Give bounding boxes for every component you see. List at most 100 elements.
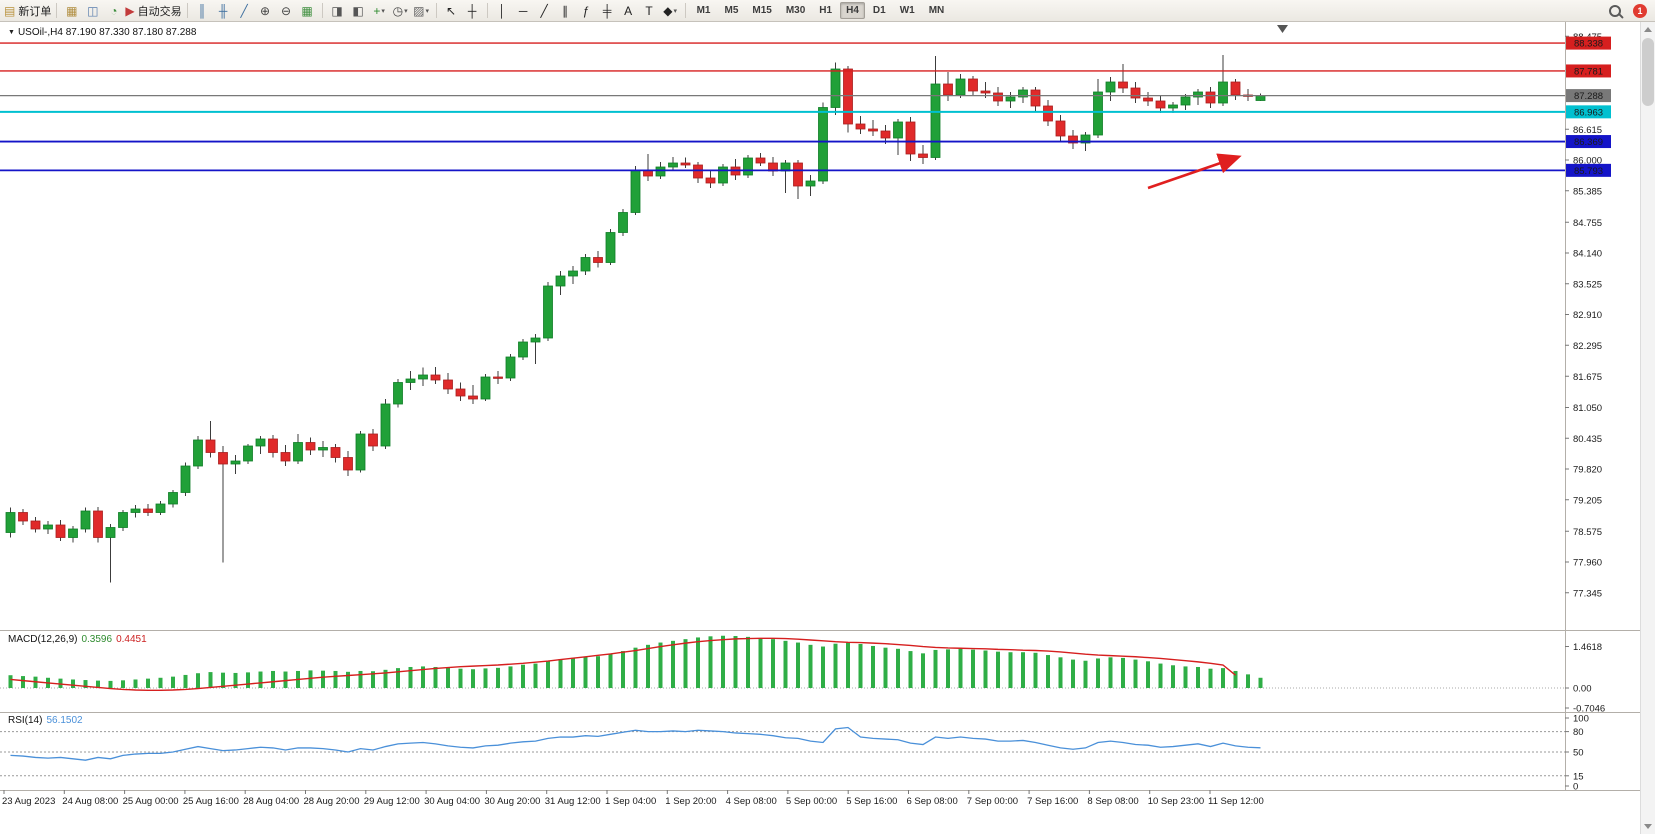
timeframe-m30-button[interactable]: M30 (785, 5, 806, 16)
chart-shift-button[interactable]: ◧ (349, 1, 368, 20)
svg-text:100: 100 (1573, 714, 1589, 725)
timeframe-d1-button[interactable]: D1 (872, 5, 886, 16)
cursor-button[interactable]: ↖ (442, 1, 461, 20)
svg-text:29 Aug 12:00: 29 Aug 12:00 (364, 796, 420, 807)
chart-shift-icon: ◧ (352, 3, 364, 18)
toolbar-separator (486, 3, 488, 18)
svg-text:84.755: 84.755 (1573, 218, 1602, 229)
dropdown-caret-icon: ▾ (381, 7, 385, 15)
vertical-scrollbar[interactable] (1640, 22, 1655, 834)
macd-header: MACD(12,26,9) 0.3596 0.4451 (8, 634, 151, 645)
trendline-icon: ╱ (540, 3, 548, 18)
scrollbar-down-button[interactable] (1641, 819, 1655, 834)
horizontal-line-button[interactable]: ─ (514, 1, 533, 20)
svg-text:80: 80 (1573, 727, 1584, 738)
crosshair-button[interactable]: ┼ (463, 1, 482, 20)
cycle-lines-button[interactable]: ╪ (598, 1, 617, 20)
macd-main-value: 0.3596 (81, 634, 113, 645)
arrows-icon: ◆ (663, 3, 673, 18)
scrollbar-thumb[interactable] (1642, 38, 1654, 106)
equidistant-channel-button[interactable]: ∥ (556, 1, 575, 20)
timeframe-m15-button[interactable]: M15 (752, 5, 772, 16)
autotrading-icon: ▶ (125, 3, 135, 18)
new-chart-button[interactable]: + ▾ (370, 1, 389, 20)
toolbar: ▤ 新订单 ▦ ◫ ◔ ▶ 自动交易 ║ ╫ ╱ ⊕ ⊖ ▦ ◨ ◧ + ▾ ◷ ▾ ▨ ▾ ↖ ┼ │ ─ ╱ ∥ ƒ ╪ A T ◆ ▾ M1… (0, 0, 1655, 22)
bar-chart-button[interactable]: ║ (193, 1, 212, 20)
data-window-icon: ◔ (110, 3, 118, 18)
svg-text:4 Sep 08:00: 4 Sep 08:00 (726, 796, 777, 807)
timeframe-w1-button[interactable]: W1 (899, 5, 915, 16)
fibonacci-button[interactable]: ƒ (577, 1, 596, 20)
svg-text:86.000: 86.000 (1573, 156, 1602, 167)
price-badge (1566, 135, 1611, 149)
symbol-header: ▼ USOil-,H4 87.190 87.330 87.180 87.288 (8, 27, 200, 38)
svg-text:79.205: 79.205 (1573, 495, 1602, 506)
line-chart-button[interactable]: ╱ (235, 1, 254, 20)
svg-text:25 Aug 00:00: 25 Aug 00:00 (123, 796, 179, 807)
text-button[interactable]: A (619, 1, 638, 20)
trend-arrow-annotation[interactable] (1147, 153, 1242, 190)
search-icon (1608, 4, 1621, 17)
price-badge (1566, 89, 1611, 103)
cursor-icon: ↖ (446, 3, 457, 18)
tile-windows-button[interactable]: ▦ (298, 1, 317, 20)
scroll-up-icon (1644, 27, 1652, 32)
autotrading-button[interactable]: ▶ 自动交易 (125, 1, 181, 20)
svg-text:0: 0 (1573, 782, 1578, 793)
vertical-line-button[interactable]: │ (493, 1, 512, 20)
svg-text:8 Sep 08:00: 8 Sep 08:00 (1087, 796, 1138, 807)
zoom-out-icon: ⊖ (281, 3, 292, 18)
svg-text:84.140: 84.140 (1573, 249, 1602, 260)
clock-icon: ◷ (392, 3, 404, 18)
chart-window-icon: ▦ (66, 3, 78, 18)
svg-text:5 Sep 00:00: 5 Sep 00:00 (786, 796, 837, 807)
new-order-button[interactable]: ▤ 新订单 (4, 1, 51, 20)
macd-signal-value: 0.4451 (116, 634, 147, 645)
autotrading-button-label: 自动交易 (137, 5, 182, 18)
notification-badge[interactable]: 1 (1633, 3, 1647, 18)
templates-button[interactable]: ▨ ▾ (412, 1, 431, 20)
channel-icon: ∥ (562, 3, 569, 18)
new-order-button-label: 新订单 (18, 5, 52, 18)
text-label-button[interactable]: T (640, 1, 659, 20)
price-badge (1566, 36, 1611, 50)
auto-scroll-button[interactable]: ◨ (328, 1, 347, 20)
candlestick-chart-button[interactable]: ╫ (214, 1, 233, 20)
charts-window-button[interactable]: ▦ (62, 1, 81, 20)
svg-text:86.615: 86.615 (1573, 125, 1602, 136)
svg-text:86.963: 86.963 (1574, 107, 1603, 118)
toolbar-separator (56, 3, 58, 18)
chart-shift-marker[interactable] (1277, 25, 1288, 33)
market-watch-button[interactable]: ◫ (83, 1, 102, 20)
svg-text:82.910: 82.910 (1573, 310, 1602, 321)
svg-text:1 Sep 20:00: 1 Sep 20:00 (665, 796, 716, 807)
arrows-button[interactable]: ◆ ▾ (661, 1, 680, 20)
svg-text:88.338: 88.338 (1574, 39, 1603, 50)
macd-label: MACD(12,26,9) (8, 634, 78, 645)
price-level-lines[interactable] (0, 42, 1565, 172)
timeframe-m1-button[interactable]: M1 (696, 5, 711, 16)
timeframe-h4-button[interactable]: H4 (840, 2, 865, 19)
fibonacci-icon: ƒ (582, 3, 590, 18)
trendline-button[interactable]: ╱ (535, 1, 554, 20)
data-window-button[interactable]: ◔ (104, 1, 123, 20)
timeframe-mn-button[interactable]: MN (928, 5, 945, 16)
chart-marker-icon: ▼ (8, 29, 15, 36)
toolbar-separator (684, 3, 686, 18)
timeframe-h1-button[interactable]: H1 (819, 5, 833, 16)
svg-text:30 Aug 04:00: 30 Aug 04:00 (424, 796, 480, 807)
svg-text:5 Sep 16:00: 5 Sep 16:00 (846, 796, 897, 807)
zoom-out-button[interactable]: ⊖ (277, 1, 296, 20)
search-button[interactable] (1605, 1, 1624, 20)
dropdown-caret-icon: ▾ (425, 7, 429, 15)
scroll-down-icon (1644, 824, 1652, 829)
timeframe-m5-button[interactable]: M5 (724, 5, 739, 16)
svg-text:6 Sep 08:00: 6 Sep 08:00 (907, 796, 958, 807)
periods-button[interactable]: ◷ ▾ (391, 1, 410, 20)
scrollbar-up-button[interactable] (1641, 22, 1655, 37)
new-order-icon: ▤ (4, 3, 16, 18)
zoom-in-button[interactable]: ⊕ (256, 1, 275, 20)
svg-text:10 Sep 23:00: 10 Sep 23:00 (1148, 796, 1205, 807)
